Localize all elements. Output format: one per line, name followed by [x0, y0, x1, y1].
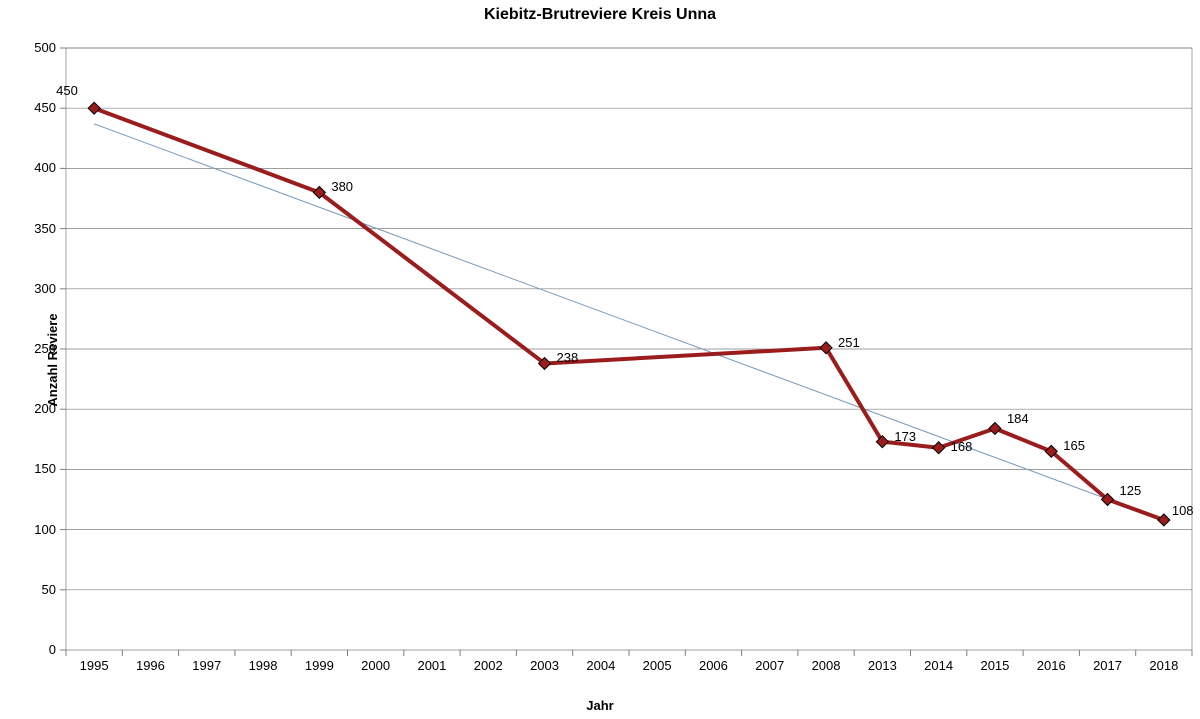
data-point-label: 450: [56, 83, 78, 98]
data-point-label: 165: [1063, 438, 1085, 453]
data-point-label: 168: [951, 439, 973, 454]
x-tick-label: 2006: [685, 658, 741, 673]
data-point-label: 125: [1120, 483, 1142, 498]
x-tick-label: 1995: [66, 658, 122, 673]
data-point-label: 251: [838, 335, 860, 350]
y-tick-label: 250: [0, 341, 56, 356]
x-tick-label: 2003: [517, 658, 573, 673]
y-tick-label: 400: [0, 160, 56, 175]
x-tick-label: 1997: [179, 658, 235, 673]
x-tick-label: 1998: [235, 658, 291, 673]
x-tick-label: 2018: [1136, 658, 1192, 673]
x-tick-label: 2008: [798, 658, 854, 673]
y-tick-label: 500: [0, 40, 56, 55]
x-tick-label: 2001: [404, 658, 460, 673]
x-tick-label: 2013: [854, 658, 910, 673]
x-tick-label: 2015: [967, 658, 1023, 673]
x-tick-label: 2016: [1023, 658, 1079, 673]
data-point-label: 184: [1007, 411, 1029, 426]
x-tick-label: 1996: [122, 658, 178, 673]
x-tick-label: 2017: [1080, 658, 1136, 673]
y-tick-label: 0: [0, 642, 56, 657]
x-tick-label: 2004: [573, 658, 629, 673]
y-tick-label: 200: [0, 401, 56, 416]
y-tick-label: 300: [0, 281, 56, 296]
data-point-label: 108: [1172, 503, 1194, 518]
data-point-label: 380: [331, 179, 353, 194]
chart-plot-svg: [0, 0, 1200, 719]
x-tick-label: 2000: [348, 658, 404, 673]
y-tick-label: 450: [0, 100, 56, 115]
x-tick-label: 2007: [742, 658, 798, 673]
data-point-label: 238: [557, 350, 579, 365]
data-point-label: 173: [894, 429, 916, 444]
y-tick-label: 50: [0, 582, 56, 597]
y-tick-label: 350: [0, 221, 56, 236]
y-tick-label: 100: [0, 522, 56, 537]
x-tick-label: 2002: [460, 658, 516, 673]
chart-container: Kiebitz-Brutreviere Kreis Unna Anzahl Re…: [0, 0, 1200, 719]
x-tick-label: 1999: [291, 658, 347, 673]
x-tick-label: 2005: [629, 658, 685, 673]
y-tick-label: 150: [0, 461, 56, 476]
x-tick-label: 2014: [911, 658, 967, 673]
